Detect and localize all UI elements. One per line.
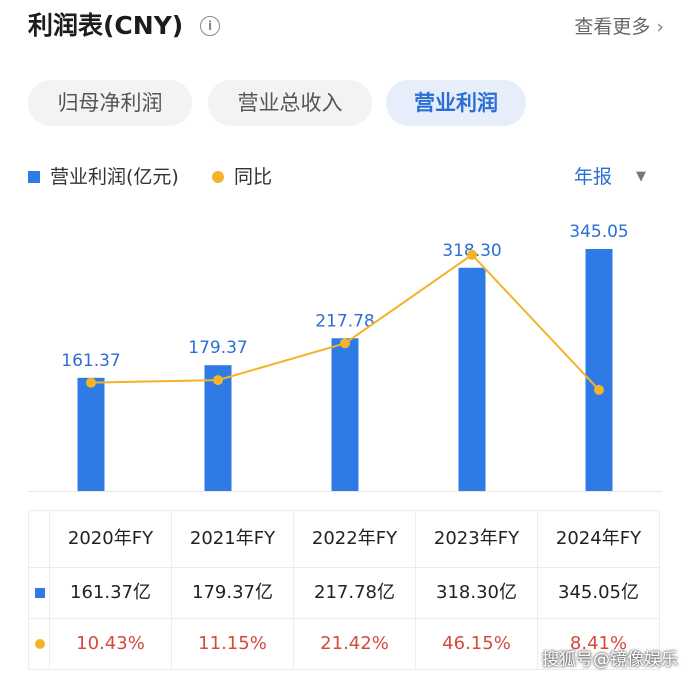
table-header-2023: 2023年FY bbox=[415, 511, 537, 567]
table-header-2024: 2024年FY bbox=[537, 511, 659, 567]
table-header-marker-cell bbox=[29, 511, 49, 567]
line-marker bbox=[35, 639, 45, 649]
table-row-profit: 161.37亿 179.37亿 217.78亿 318.30亿 345.05亿 bbox=[29, 568, 659, 619]
table-cell: 21.42% bbox=[293, 619, 415, 669]
bar bbox=[585, 249, 613, 491]
info-icon[interactable]: i bbox=[200, 16, 220, 36]
period-selector[interactable]: 年报 ▼ bbox=[574, 162, 650, 192]
view-more-label: 查看更多 bbox=[574, 16, 651, 38]
tab-total-revenue[interactable]: 营业总收入 bbox=[208, 80, 372, 126]
table-row-yoy: 10.43% 11.15% 21.42% 46.15% 8.41% bbox=[29, 619, 659, 669]
tab-operating-profit[interactable]: 营业利润 bbox=[386, 80, 526, 126]
view-more-link[interactable]: 查看更多 › bbox=[574, 14, 664, 40]
bar bbox=[77, 377, 105, 491]
table-header-row: 2020年FY 2021年FY 2022年FY 2023年FY 2024年FY bbox=[29, 511, 659, 568]
table-cell: 161.37亿 bbox=[49, 568, 171, 618]
bar-marker-cell bbox=[29, 568, 49, 618]
yoy-point bbox=[340, 338, 350, 349]
table-cell: 10.43% bbox=[49, 619, 171, 669]
bar-legend-label: 营业利润(亿元) bbox=[50, 166, 179, 188]
bar bbox=[458, 267, 486, 491]
line-marker-cell bbox=[29, 619, 49, 669]
caret-down-icon: ▼ bbox=[636, 169, 646, 184]
table-header-2020: 2020年FY bbox=[49, 511, 171, 567]
table-cell: 179.37亿 bbox=[171, 568, 293, 618]
yoy-point bbox=[467, 249, 477, 260]
table-cell: 217.78亿 bbox=[293, 568, 415, 618]
table-cell: 8.41% bbox=[537, 619, 659, 669]
table-cell: 46.15% bbox=[415, 619, 537, 669]
bar-data-label: 345.05 bbox=[569, 222, 628, 242]
bar-legend-swatch bbox=[28, 171, 40, 183]
data-table: 2020年FY 2021年FY 2022年FY 2023年FY 2024年FY … bbox=[28, 510, 660, 670]
line-legend-swatch bbox=[212, 171, 224, 183]
table-header-2022: 2022年FY bbox=[293, 511, 415, 567]
table-cell: 318.30亿 bbox=[415, 568, 537, 618]
bar-data-label: 217.78 bbox=[315, 311, 374, 331]
bar-marker bbox=[35, 588, 45, 598]
yoy-point bbox=[213, 375, 223, 386]
period-label: 年报 bbox=[574, 166, 613, 188]
bar-data-label: 161.37 bbox=[61, 351, 120, 371]
header: 利润表(CNY) i 查看更多 › bbox=[28, 8, 668, 48]
bar bbox=[204, 365, 232, 491]
page-title: 利润表(CNY) bbox=[28, 11, 184, 40]
table-header-2021: 2021年FY bbox=[171, 511, 293, 567]
table-cell: 11.15% bbox=[171, 619, 293, 669]
watermark: 搜狐号@镜像娱乐 bbox=[542, 650, 678, 670]
yoy-point bbox=[86, 377, 96, 388]
table-cell: 345.05亿 bbox=[537, 568, 659, 618]
line-legend-label: 同比 bbox=[234, 166, 273, 188]
chevron-right-icon: › bbox=[656, 16, 664, 38]
tab-net-profit[interactable]: 归母净利润 bbox=[28, 80, 192, 126]
yoy-point bbox=[594, 384, 604, 395]
bar bbox=[331, 338, 359, 491]
bar-data-label: 179.37 bbox=[188, 338, 247, 358]
